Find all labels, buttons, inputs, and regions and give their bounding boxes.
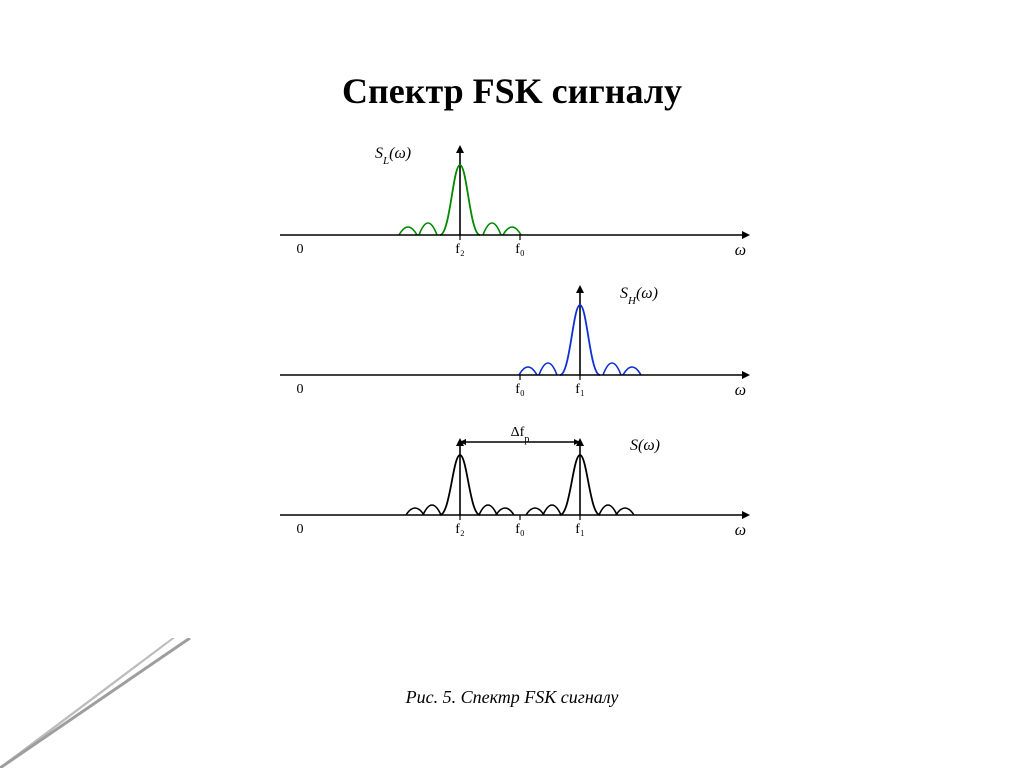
svg-text:0: 0 — [297, 242, 304, 257]
svg-text:f₂: f₂ — [455, 242, 465, 257]
svg-text:S(ω): S(ω) — [630, 437, 660, 454]
svg-text:f₁: f₁ — [575, 382, 585, 397]
svg-text:ω: ω — [735, 242, 746, 259]
svg-text:f₀: f₀ — [515, 522, 525, 537]
page-title: Спектр FSK сигналу — [0, 70, 1024, 112]
svg-text:ω: ω — [735, 382, 746, 399]
spectrum-svg: f₂f₀0ωSL(ω)f₁f₀0ωSH(ω)Δfpf₂f₁f₀0ωS(ω) — [280, 140, 760, 580]
spectrum-diagram: f₂f₀0ωSL(ω)f₁f₀0ωSH(ω)Δfpf₂f₁f₀0ωS(ω) — [280, 140, 760, 640]
corner-hatch-svg — [0, 638, 200, 768]
svg-text:f₂: f₂ — [455, 522, 465, 537]
svg-text:f₀: f₀ — [515, 382, 525, 397]
svg-text:0: 0 — [297, 522, 304, 537]
svg-text:f₁: f₁ — [575, 522, 585, 537]
corner-hatch — [0, 638, 200, 768]
svg-text:SL(ω): SL(ω) — [375, 145, 411, 167]
svg-text:ω: ω — [735, 522, 746, 539]
title-text: Спектр FSK сигналу — [342, 71, 682, 111]
svg-text:f₀: f₀ — [515, 242, 525, 257]
svg-text:0: 0 — [297, 382, 304, 397]
caption-text: Рис. 5. Спектр FSK сигналу — [406, 687, 619, 707]
svg-text:SH(ω): SH(ω) — [620, 285, 658, 307]
